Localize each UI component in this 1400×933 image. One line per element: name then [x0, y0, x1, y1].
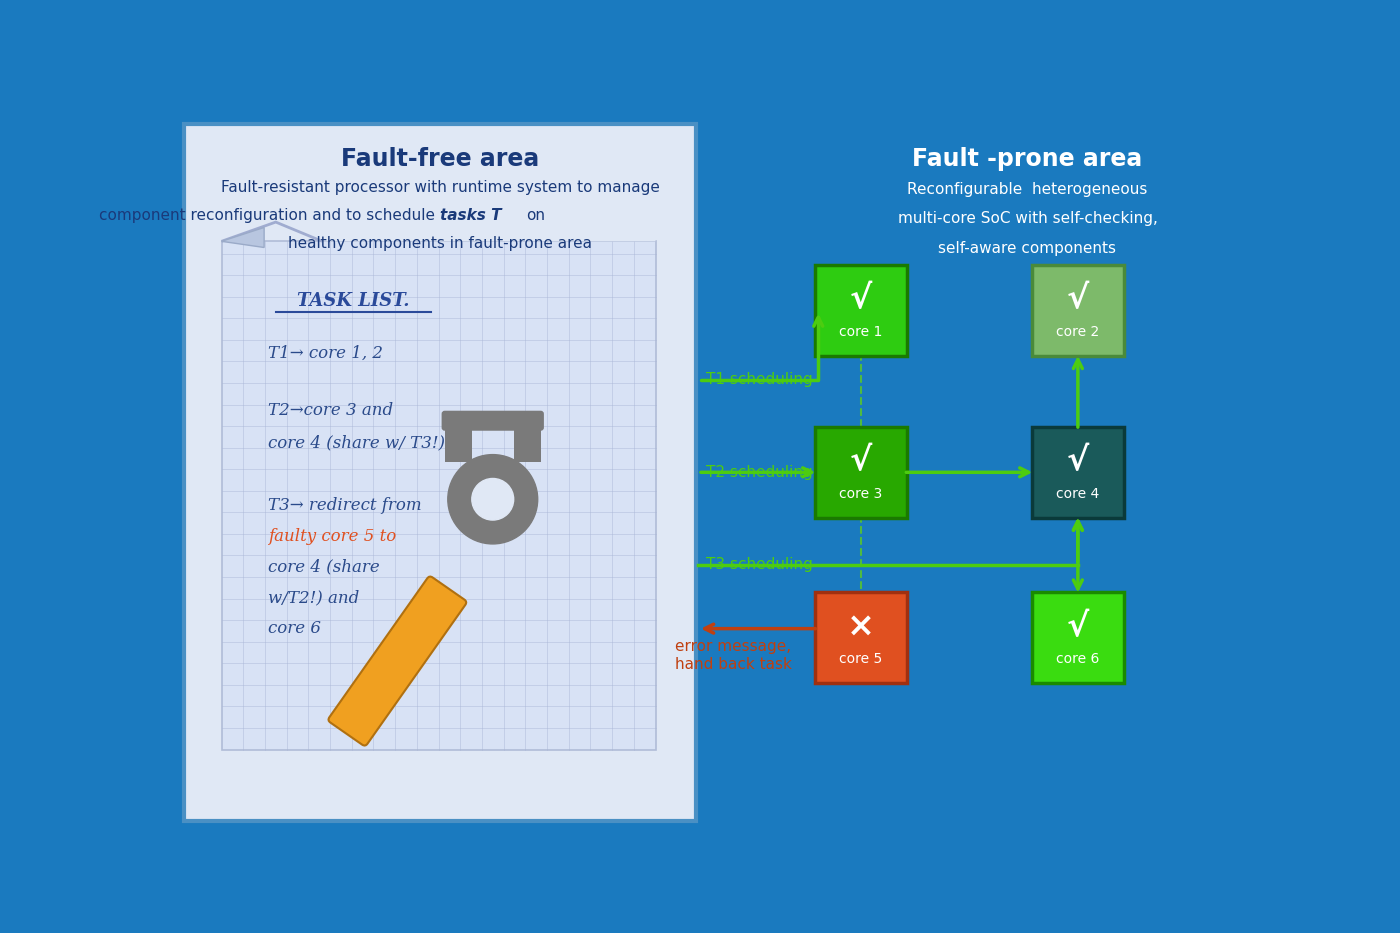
Text: √: √: [1067, 283, 1089, 315]
Text: Fault-free area: Fault-free area: [342, 146, 539, 171]
Text: core 4: core 4: [1056, 487, 1099, 501]
FancyBboxPatch shape: [329, 577, 466, 745]
Polygon shape: [221, 228, 265, 247]
FancyBboxPatch shape: [815, 592, 907, 683]
Circle shape: [472, 479, 514, 520]
Text: faulty core 5 to: faulty core 5 to: [267, 528, 396, 545]
FancyBboxPatch shape: [815, 265, 907, 356]
Text: T2 scheduling: T2 scheduling: [706, 465, 812, 480]
Text: √: √: [850, 444, 872, 478]
FancyBboxPatch shape: [445, 425, 472, 463]
Text: Reconfigurable  heterogeneous: Reconfigurable heterogeneous: [907, 182, 1148, 197]
Text: core 1: core 1: [839, 326, 882, 340]
Text: core 3: core 3: [839, 487, 882, 501]
Polygon shape: [221, 215, 655, 242]
Text: T1 scheduling: T1 scheduling: [706, 372, 812, 387]
Text: w/T2!) and: w/T2!) and: [267, 590, 360, 606]
Text: √: √: [850, 283, 872, 315]
Text: T1→ core 1, 2: T1→ core 1, 2: [267, 344, 384, 361]
Text: core 4 (share w/ T3!): core 4 (share w/ T3!): [267, 435, 445, 452]
Circle shape: [448, 454, 538, 544]
FancyBboxPatch shape: [1032, 265, 1124, 356]
FancyBboxPatch shape: [514, 425, 540, 463]
Text: core 6: core 6: [267, 620, 321, 637]
Text: healthy components in fault-prone area: healthy components in fault-prone area: [288, 236, 592, 251]
Text: tasks T: tasks T: [440, 208, 501, 223]
FancyBboxPatch shape: [221, 242, 655, 749]
Text: Fault -prone area: Fault -prone area: [913, 146, 1142, 171]
Text: core 4 (share: core 4 (share: [267, 559, 379, 576]
Text: Fault-resistant processor with runtime system to manage: Fault-resistant processor with runtime s…: [221, 180, 659, 195]
Text: component reconfiguration and to schedule tasks Ton: component reconfiguration and to schedul…: [234, 208, 645, 223]
Text: √: √: [1067, 610, 1089, 643]
Text: core 2: core 2: [1056, 326, 1099, 340]
FancyBboxPatch shape: [815, 427, 907, 518]
Text: component reconfiguration and to schedule: component reconfiguration and to schedul…: [99, 208, 440, 223]
Text: core 6: core 6: [1056, 652, 1099, 666]
FancyBboxPatch shape: [441, 411, 543, 431]
Text: multi-core SoC with self-checking,: multi-core SoC with self-checking,: [897, 212, 1158, 227]
FancyBboxPatch shape: [1032, 592, 1124, 683]
FancyBboxPatch shape: [1032, 427, 1124, 518]
Text: self-aware components: self-aware components: [938, 241, 1117, 256]
Text: error message,
hand back task: error message, hand back task: [675, 639, 791, 672]
Text: T3→ redirect from: T3→ redirect from: [267, 497, 421, 514]
Text: on: on: [526, 208, 545, 223]
Text: core 5: core 5: [839, 652, 882, 666]
FancyBboxPatch shape: [185, 124, 696, 821]
Text: √: √: [1067, 444, 1089, 478]
Text: T3 scheduling: T3 scheduling: [706, 557, 813, 572]
Text: T2→core 3 and: T2→core 3 and: [267, 402, 393, 419]
Text: TASK LIST.: TASK LIST.: [297, 292, 409, 310]
Text: ×: ×: [847, 610, 875, 643]
